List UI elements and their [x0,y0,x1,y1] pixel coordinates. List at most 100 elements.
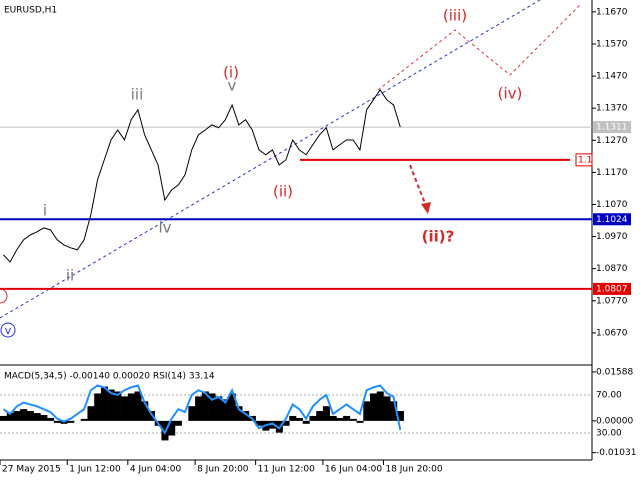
macd-bar [47,417,55,421]
wave-label: iv [158,219,171,237]
y-tick-label: 1.1670 [596,7,628,17]
level-label: 1.1024 [596,215,628,225]
x-tick-label: 1 Jun 12:00 [69,465,121,475]
macd-bar [127,393,135,421]
y-tick-label: 1.0670 [596,328,628,338]
wave-label: (ii) [273,183,293,201]
wave-label: (i) [223,64,239,82]
macd-bar [349,418,357,421]
macd-bar [222,399,230,421]
level-box [593,121,631,134]
macd-bar [168,420,176,436]
y-tick-label: 1.0770 [596,296,628,306]
macd-bar [289,415,297,421]
wave-label: v [228,77,237,95]
macd-bar [87,406,95,421]
support-label: 1.1 [578,155,592,165]
y-tick-label: 1.0970 [596,232,628,242]
macd-bar [26,411,34,421]
macd-bar [309,415,317,421]
macd-bar [336,417,344,421]
level-box [593,213,631,226]
macd-bar [296,417,304,421]
y-tick-label: 1.1570 [596,39,628,49]
macd-bar [6,413,14,421]
macd-bar [282,420,290,426]
level-label: 1.1311 [596,123,628,133]
wave-label: v [5,324,12,337]
macd-bar [302,420,310,424]
price-line [3,88,401,263]
macd-bar [121,396,129,421]
macd-bar [215,396,223,421]
macd-bar [107,389,115,421]
macd-bar [195,396,203,421]
macd-bar [100,386,108,421]
macd-bar [383,396,391,421]
macd-bar [67,420,75,423]
y-tick-label: 0.00000 [596,416,633,426]
level-label: 1.0807 [596,284,628,294]
macd-bar [0,415,8,421]
arrow-shaft [409,164,427,207]
macd-bar [20,409,28,421]
chart-title: EURUSD,H1 [4,6,57,16]
macd-bar [363,401,371,421]
macd-bar [329,415,337,421]
trend-line [0,0,541,319]
support-box [575,153,593,167]
macd-bar [114,391,122,421]
wave-label: (iv) [498,85,523,103]
macd-bar [242,411,250,421]
arrow-head [421,202,431,214]
x-tick-label: 8 Jun 20:00 [197,465,249,475]
macd-bar [94,393,102,421]
macd-bar [235,406,243,421]
macd-bar [141,401,149,421]
x-tick-label: 27 May 2015 [2,465,61,475]
macd-bar [188,406,196,421]
y2-tick-label: 30.00 [596,428,622,438]
y-tick-label: 1.1370 [596,104,628,114]
macd-bar [370,393,378,421]
macd-bar [228,393,236,421]
macd-bar [201,391,209,421]
macd-bar [255,420,263,426]
macd-bar [148,411,156,421]
macd-bar [376,391,384,421]
macd-bar [40,414,48,421]
y-tick-label: 0.01588 [596,367,633,377]
y-tick-label: 1.1070 [596,200,628,210]
macd-bar [208,393,216,421]
y-tick-label: 1.1470 [596,72,628,82]
x-tick-label: 4 Jun 04:00 [130,465,182,475]
x-tick-label: 11 Jun 12:00 [258,465,315,475]
macd-bar [390,401,398,421]
wave-label: (iii) [443,7,467,25]
wave-label: ii [66,267,74,285]
indicator-title: MACD(5,34,5) -0.00140 0.00020 RSI(14) 33… [4,372,215,382]
macd-bar [174,420,182,426]
x-tick-label: 16 Jun 04:00 [325,465,382,475]
macd-bar [80,418,88,421]
y-tick-label: 1.1270 [596,136,628,146]
wave-circle [0,288,8,304]
wave-projection [377,4,581,91]
macd-bar [134,391,142,421]
level-box [593,282,631,295]
x-tick-label: 18 Jun 20:00 [385,465,442,475]
wave-label: i [43,202,47,220]
macd-bar [343,415,351,421]
macd-bar [13,411,21,421]
macd-bar [356,420,364,423]
macd-bar [322,406,330,421]
macd-bar [396,411,404,421]
y2-tick-label: 70.00 [596,390,622,400]
y-tick-label: 1.1170 [596,168,628,178]
wave-label: iii [131,86,144,104]
macd-bar [33,413,41,421]
y-tick-label: 1.0870 [596,264,628,274]
wave-label: (ii)? [422,228,455,246]
y-tick-label: -0.01031 [596,448,636,458]
